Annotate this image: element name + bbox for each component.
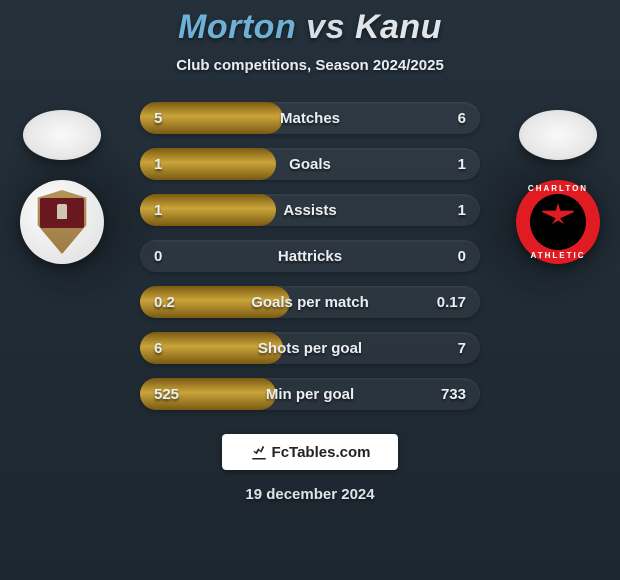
crest-ring-text: CHARLTON ATHLETIC [516,180,600,264]
shield-icon [35,190,89,254]
stat-value-left: 0.2 [140,294,210,311]
brand-badge[interactable]: FcTables.com [222,434,398,470]
stat-row: 0.2Goals per match0.17 [140,286,480,318]
stat-value-left: 1 [140,156,210,173]
stat-value-right: 6 [410,110,480,127]
stat-label: Min per goal [210,386,410,403]
stat-label: Matches [210,110,410,127]
title-vs: vs [306,8,345,46]
stat-row: 5Matches6 [140,102,480,134]
stat-value-left: 525 [140,386,210,403]
bar-chart-icon [250,443,268,461]
stat-label: Goals per match [210,294,410,311]
stat-row: 1Goals1 [140,148,480,180]
stat-row: 0Hattricks0 [140,240,480,272]
stat-value-right: 1 [410,156,480,173]
stat-label: Goals [210,156,410,173]
left-column [12,110,112,264]
stat-value-left: 5 [140,110,210,127]
brand-text: FcTables.com [272,444,371,461]
stat-label: Hattricks [210,248,410,265]
crest-text-bottom: ATHLETIC [516,251,600,260]
stat-value-right: 1 [410,202,480,219]
player2-club-crest: CHARLTON ATHLETIC [516,180,600,264]
title-player1: Morton [178,8,296,46]
stat-row: 525Min per goal733 [140,378,480,410]
stat-row: 1Assists1 [140,194,480,226]
right-column: CHARLTON ATHLETIC [508,110,608,264]
stat-value-left: 6 [140,340,210,357]
subtitle: Club competitions, Season 2024/2025 [0,57,620,74]
player1-club-crest [20,180,104,264]
player1-avatar-placeholder [23,110,101,160]
stat-value-right: 733 [410,386,480,403]
title-player2: Kanu [355,8,442,46]
stat-value-right: 0 [410,248,480,265]
stat-value-right: 0.17 [410,294,480,311]
stat-label: Assists [210,202,410,219]
page-title: Morton vs Kanu [0,0,620,47]
stats-panel: 5Matches61Goals11Assists10Hattricks00.2G… [140,102,480,410]
crest-text-top: CHARLTON [516,184,600,193]
player2-avatar-placeholder [519,110,597,160]
stat-value-left: 0 [140,248,210,265]
stat-value-left: 1 [140,202,210,219]
date-label: 19 december 2024 [0,486,620,503]
stat-row: 6Shots per goal7 [140,332,480,364]
stat-label: Shots per goal [210,340,410,357]
stat-value-right: 7 [410,340,480,357]
